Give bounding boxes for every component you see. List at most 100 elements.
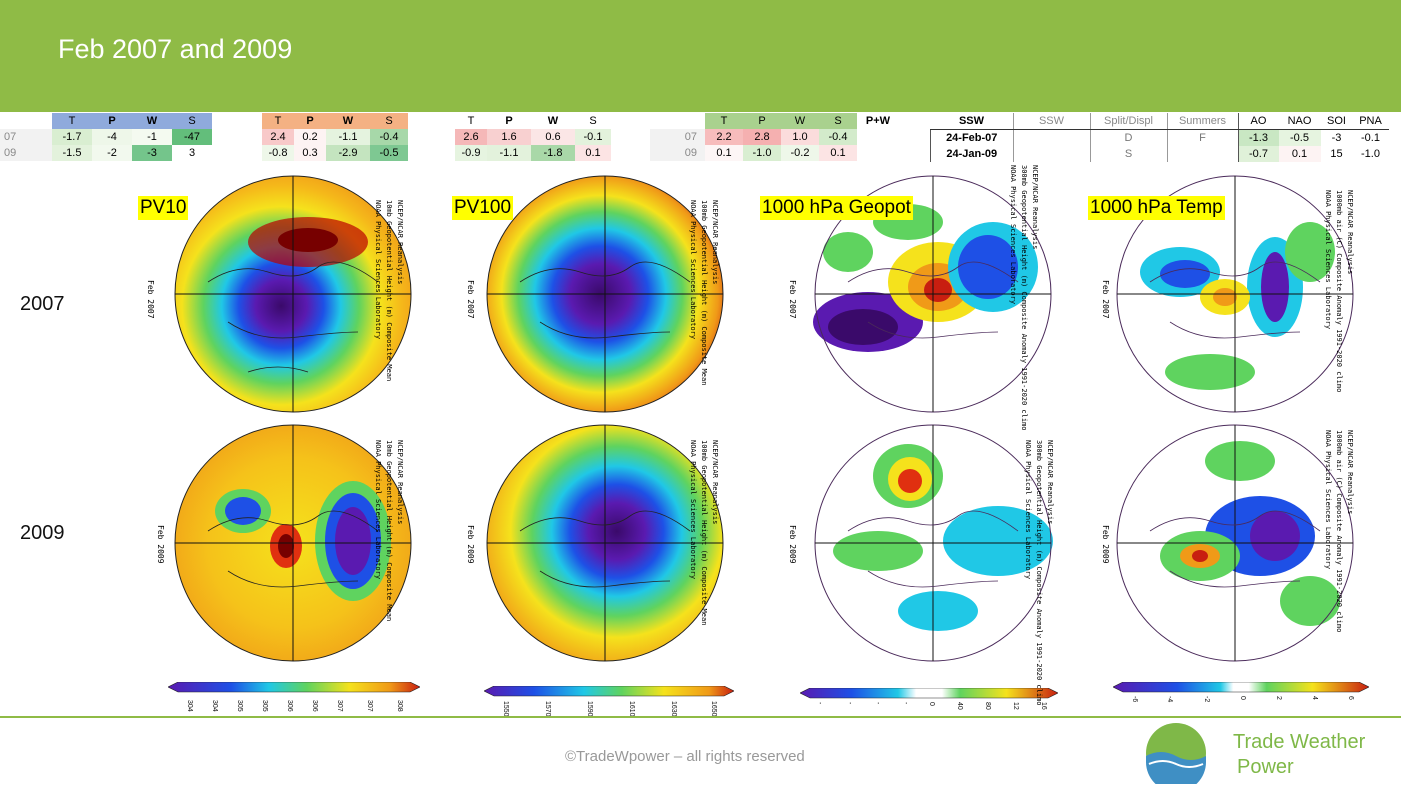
- col-header: W: [132, 113, 172, 129]
- col-header: Summers: [1166, 113, 1238, 130]
- col-header: P+W: [857, 113, 899, 129]
- table-cell: 24-Feb-07: [930, 129, 1013, 146]
- map-caption-block: NCEP/NCAR Reanalysis 100mb Geopotential H…: [687, 200, 720, 385]
- map-caption-line: NOAA Physical Sciences Laboratory: [374, 200, 382, 340]
- map-caption-line: 100mb Geopotential Height (m) Composite …: [700, 200, 708, 386]
- colorbar-tick: 0: [928, 702, 935, 706]
- table-cell: -4: [92, 129, 132, 145]
- index-table-2: T P W S 2.4 0.2 -1.1 -0.4 -0.8 0.3 -2.9 …: [262, 113, 408, 161]
- table-cell: -1.7: [52, 129, 92, 145]
- col-header: P: [743, 113, 781, 129]
- map-caption-block: NCEP/NCAR Reanalysis 1000mb air (C) Compo…: [1322, 430, 1355, 632]
- table-cell: S: [1089, 146, 1167, 162]
- colorbar-tick: 0: [1239, 696, 1246, 700]
- map-caption-line: 300mb Geopotential Height (m) Composite …: [1035, 440, 1043, 706]
- map-caption-line: NCEP/NCAR Reanalysis: [396, 440, 404, 525]
- col-header: S: [172, 113, 212, 129]
- map-date-label: Feb 2007: [788, 280, 797, 319]
- panel-label-pv100: PV100: [452, 196, 514, 220]
- map-caption-line: 10mb Geopotential Height (m) Composite M…: [385, 440, 393, 622]
- map-caption-line: 100mb Geopotential Height (m) Composite …: [700, 440, 708, 626]
- map-caption-line: NOAA Physical Sciences Laboratory: [689, 200, 697, 340]
- table-cell: -1.1: [326, 129, 370, 145]
- col-header: NAO: [1278, 113, 1321, 130]
- table-cell: D: [1089, 129, 1167, 146]
- col-header: SOI: [1320, 113, 1353, 130]
- map-date-label: Feb 2009: [1101, 525, 1110, 564]
- map-caption-line: NCEP/NCAR Reanalysis: [711, 440, 719, 525]
- trade-weather-power-logo: [1146, 723, 1206, 784]
- colorbar-tick: 80: [984, 702, 991, 710]
- map-caption-block: NCEP/NCAR Reanalysis 1000mb air (C) Compo…: [1322, 190, 1355, 392]
- map-date-label: Feb 2009: [156, 525, 165, 564]
- pv10-2007-map: [174, 175, 412, 413]
- map-caption-line: NCEP/NCAR Reanalysis: [1346, 430, 1354, 515]
- map-caption-line: NCEP/NCAR Reanalysis: [1031, 165, 1039, 250]
- table-cell: -47: [172, 129, 212, 145]
- table-cell: 15: [1330, 148, 1343, 160]
- colorbar-tick: 3070: [336, 700, 343, 712]
- table-cell: [1166, 146, 1238, 162]
- colorbar-tick: -: [816, 702, 823, 705]
- map-date-label: Feb 2009: [466, 525, 475, 564]
- col-header: P: [294, 113, 326, 129]
- table-cell: 2.8: [743, 129, 781, 145]
- col-header: P: [92, 113, 132, 129]
- col-header: T: [262, 113, 294, 129]
- table-cell: 0.2: [294, 129, 326, 145]
- colorbar-tick: 3060: [311, 700, 318, 712]
- pv100-2009-map: [486, 424, 724, 662]
- map-caption-block: NCEP/NCAR Reanalysis 10mb Geopotential He…: [372, 440, 405, 621]
- table-cell: -1.1: [487, 145, 531, 161]
- map-caption-line: NOAA Physical Sciences Laboratory: [1009, 165, 1017, 305]
- table-cell: 2.6: [455, 129, 487, 145]
- colorbar-tick: 4: [1311, 696, 1318, 700]
- colorbar-tick: 1610: [628, 701, 635, 716]
- row-label: 07: [0, 129, 52, 145]
- colorbar-tick: 1550: [502, 701, 509, 716]
- year-label-2007: 2007: [20, 293, 65, 315]
- colorbar-tick: 3040: [186, 700, 193, 712]
- table-cell: -0.5: [370, 145, 408, 161]
- colorbar-tick: 12: [1012, 702, 1019, 710]
- table-cell: 0.1: [1278, 146, 1321, 162]
- map-caption-line: NCEP/NCAR Reanalysis: [1346, 190, 1354, 275]
- table-cell: 0.6: [531, 129, 575, 145]
- col-header: W: [326, 113, 370, 129]
- table-cell: 2.4: [262, 129, 294, 145]
- table-cell: 0.1: [705, 145, 743, 161]
- col-header: T: [705, 113, 743, 129]
- map-caption-block: NCEP/NCAR Reanalysis 10mb Geopotential He…: [372, 200, 405, 381]
- map-date-label: Feb 2009: [788, 525, 797, 564]
- table-cell: F: [1166, 129, 1238, 146]
- col-header: AO: [1237, 113, 1279, 130]
- brand-name: Trade Weather Power: [1233, 730, 1365, 780]
- colorbar-tick: 1630: [670, 701, 677, 716]
- colorbar-tick: 3050: [261, 700, 268, 712]
- map-caption-line: NCEP/NCAR Reanalysis: [1046, 440, 1054, 525]
- row-label: 07: [650, 129, 705, 145]
- table-cell: 0.1: [819, 145, 857, 161]
- map-caption-block: NCEP/NCAR Reanalysis 300mb Geopotential H…: [1007, 165, 1040, 431]
- index-table-4: T P W S P+W 07 2.2 2.8 1.0 -0.4 09 0.1 -…: [650, 113, 899, 161]
- col-header: Split/Displ: [1089, 113, 1167, 130]
- table-cell: -3: [132, 145, 172, 161]
- index-table-3: T P W S 2.6 1.6 0.6 -0.1 -0.9 -1.1 -1.8 …: [455, 113, 611, 161]
- map-caption-line: 1000mb air (C) Composite Anomaly 1991-20…: [1335, 430, 1343, 633]
- colorbar-tick: -4: [1166, 696, 1173, 702]
- col-header: PNA: [1352, 113, 1389, 130]
- geopot-2009-map: [814, 424, 1053, 662]
- table-cell: -0.8: [262, 145, 294, 161]
- table-cell: -1.0: [1361, 148, 1380, 160]
- table-cell: -3: [1331, 132, 1342, 144]
- col-header: S: [575, 113, 611, 129]
- colorbar-tick: 3070: [366, 700, 373, 712]
- col-header: W: [781, 113, 819, 129]
- map-caption-line: 300mb Geopotential Height (m) Composite …: [1020, 165, 1028, 431]
- table-cell: -1.8: [531, 145, 575, 161]
- geopot-2007-map: [813, 175, 1052, 413]
- col-header: P: [487, 113, 531, 129]
- table-cell: -1: [132, 129, 172, 145]
- map-caption-line: NCEP/NCAR Reanalysis: [396, 200, 404, 285]
- panel-label-temp: 1000 hPa Temp: [1088, 196, 1225, 220]
